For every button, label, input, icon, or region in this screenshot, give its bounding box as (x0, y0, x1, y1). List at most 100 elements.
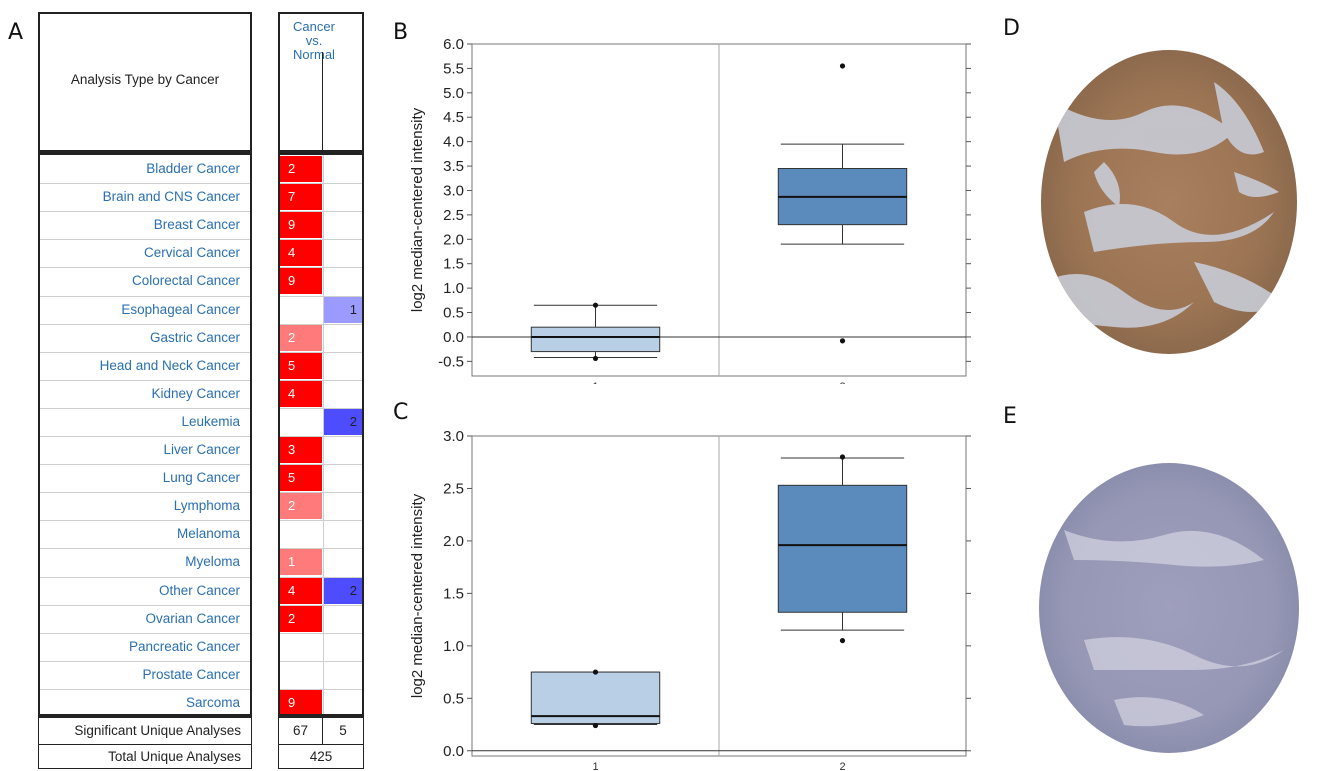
header-label: Analysis Type by Cancer (70, 72, 220, 87)
cancer-type-label[interactable]: Lymphoma (173, 498, 240, 514)
overexpression-cell[interactable]: 3 (280, 437, 322, 463)
y-tick-label: 0.0 (443, 743, 464, 760)
panel-letter-a: A (8, 20, 24, 45)
cancer-type-label[interactable]: Breast Cancer (153, 217, 240, 233)
cancer-type-label[interactable]: Melanoma (176, 526, 240, 542)
y-tick-label: 4.5 (443, 109, 464, 126)
y-tick-label: 4.0 (443, 134, 464, 151)
significant-over: 67 (292, 723, 309, 738)
outlier-point (592, 302, 599, 308)
column-header-line-2: vs. (305, 33, 323, 48)
y-tick-label: 3.0 (443, 182, 464, 199)
y-tick-label: 5.0 (443, 85, 464, 102)
overexpression-cell[interactable]: 1 (280, 549, 322, 576)
total-value: 425 (309, 749, 333, 764)
overexpression-cell[interactable]: 9 (280, 268, 322, 295)
overexpression-cell[interactable]: 2 (280, 156, 322, 182)
row-divider (280, 548, 362, 550)
underexpression-cell[interactable]: 2 (323, 577, 362, 604)
row-divider (40, 183, 250, 185)
cancer-type-label[interactable]: Esophageal Cancer (121, 301, 240, 317)
cancer-type-label[interactable]: Head and Neck Cancer (99, 357, 240, 373)
row-divider (280, 576, 362, 578)
column-header-box: Cancer vs. Normal (278, 12, 364, 152)
row-divider (280, 660, 362, 662)
row-divider (40, 520, 250, 522)
row-divider (40, 239, 250, 241)
row-divider (280, 688, 362, 690)
row-divider (40, 351, 250, 353)
panel-letter-d: D (1003, 16, 1020, 41)
overexpression-cell[interactable]: 2 (280, 324, 322, 351)
cancer-type-label[interactable]: Ovarian Cancer (145, 610, 240, 626)
x-category-label: 2 (839, 381, 845, 384)
box-1 (530, 326, 661, 353)
box-plot-b: 6.0 5.5 5.0 4.5 4.0 3.5 3.0 2.5 2.0 1.5 1.0 0.5 0.0 -… (409, 36, 971, 384)
cancer-type-label[interactable]: Lung Cancer (162, 470, 240, 486)
overexpression-cell[interactable]: 4 (280, 380, 322, 407)
cancer-type-label[interactable]: Colorectal Cancer (131, 273, 240, 289)
total-label: Total Unique Analyses (108, 749, 241, 764)
row-divider (40, 379, 250, 381)
overexpression-cell[interactable]: 4 (280, 240, 322, 267)
y-tick-label: 0.0 (443, 329, 464, 346)
cancer-type-label[interactable]: Myeloma (185, 554, 240, 570)
cancer-type-label[interactable]: Other Cancer (158, 582, 240, 598)
panel-letter-b: B (393, 20, 409, 45)
row-divider (280, 351, 362, 353)
row-divider (40, 632, 250, 634)
y-tick-label: -0.5 (438, 353, 464, 370)
cancer-type-label[interactable]: Gastric Cancer (149, 329, 240, 345)
outlier-point (592, 355, 599, 362)
cancer-type-label[interactable]: Bladder Cancer (146, 161, 240, 176)
overexpression-cell[interactable]: 7 (280, 184, 322, 211)
overexpression-cell[interactable]: 9 (280, 212, 322, 239)
cancer-type-label[interactable]: Cervical Cancer (143, 245, 240, 261)
row-divider (40, 464, 250, 466)
y-tick-label: 0.5 (443, 690, 464, 707)
y-axis-label: log2 median-centered intensity (409, 493, 426, 698)
box-2 (777, 484, 908, 613)
overexpression-cell[interactable]: 5 (280, 465, 322, 492)
cancer-type-label[interactable]: Liver Cancer (163, 442, 240, 457)
row-divider (40, 660, 250, 662)
y-tick-label: 2.5 (443, 207, 464, 224)
row-divider (280, 436, 362, 437)
panel-letter-c: C (393, 400, 409, 425)
overexpression-cell[interactable]: 2 (280, 493, 322, 520)
overexpression-cell[interactable]: 5 (280, 352, 322, 379)
analysis-summary-table: Analysis Type by Cancer Cancer vs. Norma… (0, 0, 370, 771)
x-category-label: 1 (592, 381, 598, 384)
column-header: Cancer vs. Normal (282, 20, 346, 62)
significant-label: Significant Unique Analyses (74, 723, 241, 738)
row-divider (40, 436, 250, 437)
row-divider (280, 211, 362, 213)
row-divider (40, 576, 250, 578)
row-divider (40, 295, 250, 297)
row-divider (40, 323, 250, 325)
cancer-type-label[interactable]: Leukemia (181, 413, 240, 429)
y-tick-label: 1.5 (443, 585, 464, 602)
cancer-names-list: Bladder Cancer Brain and CNS Cancer Breast… (38, 152, 252, 716)
overexpression-cell[interactable]: 4 (280, 577, 322, 604)
row-divider (280, 464, 362, 466)
y-tick-label: 5.5 (443, 60, 464, 77)
y-tick-label: 0.5 (443, 305, 464, 322)
row-divider (280, 183, 362, 185)
row-divider (280, 295, 362, 297)
cancer-type-label[interactable]: Brain and CNS Cancer (102, 189, 240, 205)
underexpression-cell[interactable]: 1 (323, 296, 362, 323)
tissue-image-low-expression (1039, 463, 1299, 753)
cancer-type-label[interactable]: Sarcoma (185, 694, 240, 710)
underexpression-cell[interactable]: 2 (323, 408, 362, 435)
overexpression-cell[interactable]: 2 (280, 605, 322, 632)
row-divider (40, 492, 250, 494)
y-tick-label: 2.0 (443, 533, 464, 550)
overexpression-cell[interactable]: 9 (280, 689, 322, 714)
footer-labels: Significant Unique Analyses Total Unique… (38, 716, 252, 769)
cancer-type-label[interactable]: Kidney Cancer (151, 385, 240, 401)
row-divider (280, 520, 362, 522)
cancer-type-label[interactable]: Prostate Cancer (142, 666, 240, 682)
y-tick-label: 1.0 (443, 280, 464, 297)
cancer-type-label[interactable]: Pancreatic Cancer (128, 638, 240, 654)
